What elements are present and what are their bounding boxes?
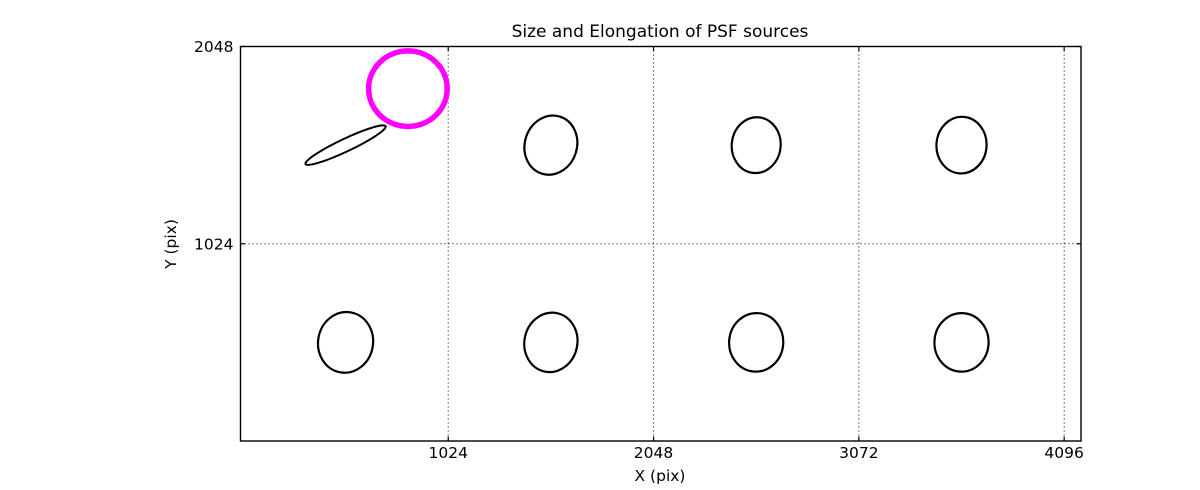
psf-ellipse bbox=[523, 311, 579, 374]
psf-ellipse bbox=[523, 114, 579, 176]
chart-title: Size and Elongation of PSF sources bbox=[512, 22, 809, 42]
psf-ellipse bbox=[933, 311, 990, 373]
x-tick-label: 4096 bbox=[1044, 444, 1083, 462]
psf-ellipse bbox=[935, 115, 988, 175]
plot-border bbox=[239, 45, 1082, 442]
y-tick-labels: 1024 2048 bbox=[194, 38, 233, 253]
y-axis-label: Y (pix) bbox=[162, 219, 180, 270]
y-tick-label: 2048 bbox=[194, 38, 233, 56]
x-tick-label: 1024 bbox=[428, 444, 467, 462]
gridlines bbox=[240, 46, 1081, 441]
y-tick-label: 1024 bbox=[194, 235, 233, 253]
elongated-psf-ellipse bbox=[304, 124, 387, 166]
psf-ellipse bbox=[728, 312, 785, 373]
psf-ellipse bbox=[730, 116, 782, 175]
x-tick-labels: 1024 2048 3072 4096 bbox=[428, 444, 1083, 462]
psf-ellipse bbox=[316, 310, 375, 374]
x-tick-label: 3072 bbox=[839, 444, 878, 462]
ellipses-layer bbox=[304, 48, 990, 374]
x-axis-label: X (pix) bbox=[635, 467, 686, 485]
highlight-circle bbox=[365, 48, 450, 130]
x-tick-label: 2048 bbox=[634, 444, 673, 462]
